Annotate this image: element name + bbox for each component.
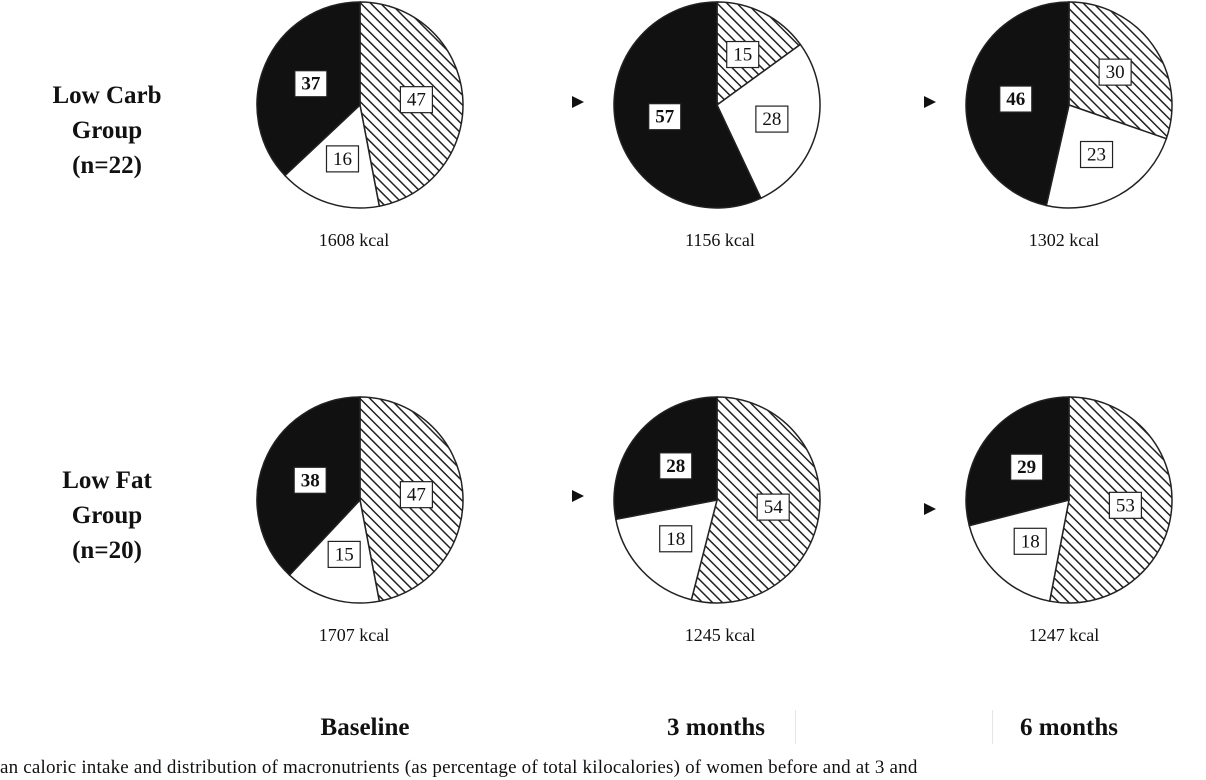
arrow-icon <box>924 96 936 108</box>
arrow-icon <box>924 503 936 515</box>
group-label-line: Group <box>71 502 143 529</box>
arrow-icon <box>572 96 584 108</box>
kcal-label: 1247 kcal <box>1028 625 1100 645</box>
pie-chart: 15 28 57 <box>613 1 821 209</box>
slice-value-label: 29 <box>1017 457 1036 478</box>
slice-value-label: 28 <box>666 456 685 477</box>
slice-value-box <box>648 103 682 131</box>
slice-value-label: 15 <box>733 45 752 66</box>
pie-chart: 30 23 46 <box>965 1 1173 209</box>
slice-value-label: 38 <box>301 470 320 491</box>
slice-value-label: 28 <box>762 109 781 130</box>
pie-chart: 54 18 28 <box>613 396 821 604</box>
slice-value-label: 16 <box>333 149 352 170</box>
group-label-line: Low Fat <box>62 467 152 494</box>
kcal-label: 1707 kcal <box>318 625 390 645</box>
timepoint-label-6-months: 6 months <box>1020 714 1118 741</box>
pie-slice-hatched <box>690 396 821 604</box>
slice-value-box <box>294 70 328 98</box>
slice-value-label: 15 <box>335 544 354 565</box>
group-label-line: Group <box>71 117 143 144</box>
divider <box>992 710 993 744</box>
slice-value-box <box>1108 491 1142 519</box>
slice-value-label: 23 <box>1087 145 1106 166</box>
slice-value-box <box>1013 527 1047 555</box>
slice-value-box <box>399 86 433 114</box>
slice-value-label: 53 <box>1116 495 1135 516</box>
slice-value-label: 46 <box>1006 89 1025 110</box>
slice-value-box <box>659 452 693 480</box>
slice-value-label: 18 <box>666 529 685 550</box>
arrow-icon <box>572 490 584 502</box>
slice-value-label: 54 <box>764 497 784 518</box>
pie-chart: 47 15 38 <box>256 396 464 604</box>
slice-value-box <box>1098 58 1132 86</box>
slice-value-box <box>293 466 327 494</box>
slice-value-box <box>327 540 361 569</box>
divider <box>795 710 796 744</box>
group-label-line: (n=22) <box>72 152 142 179</box>
slice-value-box <box>325 145 360 173</box>
pie-slice-black <box>613 1 762 209</box>
kcal-label: 1156 kcal <box>685 230 755 250</box>
group-label-low-carb: Low Carb Group (n=22) <box>0 78 217 183</box>
kcal-label: 1302 kcal <box>1028 230 1100 250</box>
slice-value-box <box>1010 453 1044 481</box>
timepoint-label-baseline: Baseline <box>320 714 410 741</box>
slice-value-box <box>999 85 1033 113</box>
group-label-line: (n=20) <box>72 537 142 564</box>
kcal-label: 1608 kcal <box>318 230 390 250</box>
slice-value-label: 57 <box>655 107 675 128</box>
slice-value-box <box>755 105 789 133</box>
pie-chart: 53 18 29 <box>965 396 1173 604</box>
slice-value-label: 47 <box>407 485 426 506</box>
slice-value-box <box>726 40 760 69</box>
slice-value-box <box>756 493 790 521</box>
figure-caption: an caloric intake and distribution of ma… <box>0 757 918 778</box>
timepoint-label-3-months: 3 months <box>667 714 765 741</box>
slice-value-label: 18 <box>1021 531 1040 552</box>
group-label-line: Low Carb <box>52 82 162 109</box>
pie-chart: 47 16 37 <box>256 1 464 209</box>
slice-value-label: 47 <box>407 90 426 111</box>
kcal-label: 1245 kcal <box>684 625 756 645</box>
slice-value-label: 37 <box>301 74 321 95</box>
slice-value-box <box>399 481 433 509</box>
slice-value-box <box>659 525 693 553</box>
slice-value-box <box>1079 140 1114 169</box>
group-label-low-fat: Low Fat Group (n=20) <box>0 463 217 568</box>
slice-value-label: 30 <box>1106 62 1125 83</box>
